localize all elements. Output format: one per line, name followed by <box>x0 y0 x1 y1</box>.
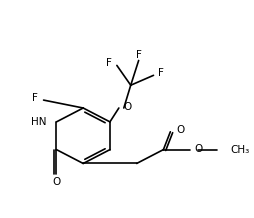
Text: F: F <box>136 49 141 60</box>
Text: F: F <box>158 68 164 78</box>
Text: F: F <box>106 58 112 68</box>
Text: CH₃: CH₃ <box>231 145 250 155</box>
Text: O: O <box>176 125 185 135</box>
Text: F: F <box>32 93 38 103</box>
Text: O: O <box>194 144 202 154</box>
Text: O: O <box>124 102 132 112</box>
Text: HN: HN <box>31 117 46 127</box>
Text: O: O <box>52 177 60 187</box>
